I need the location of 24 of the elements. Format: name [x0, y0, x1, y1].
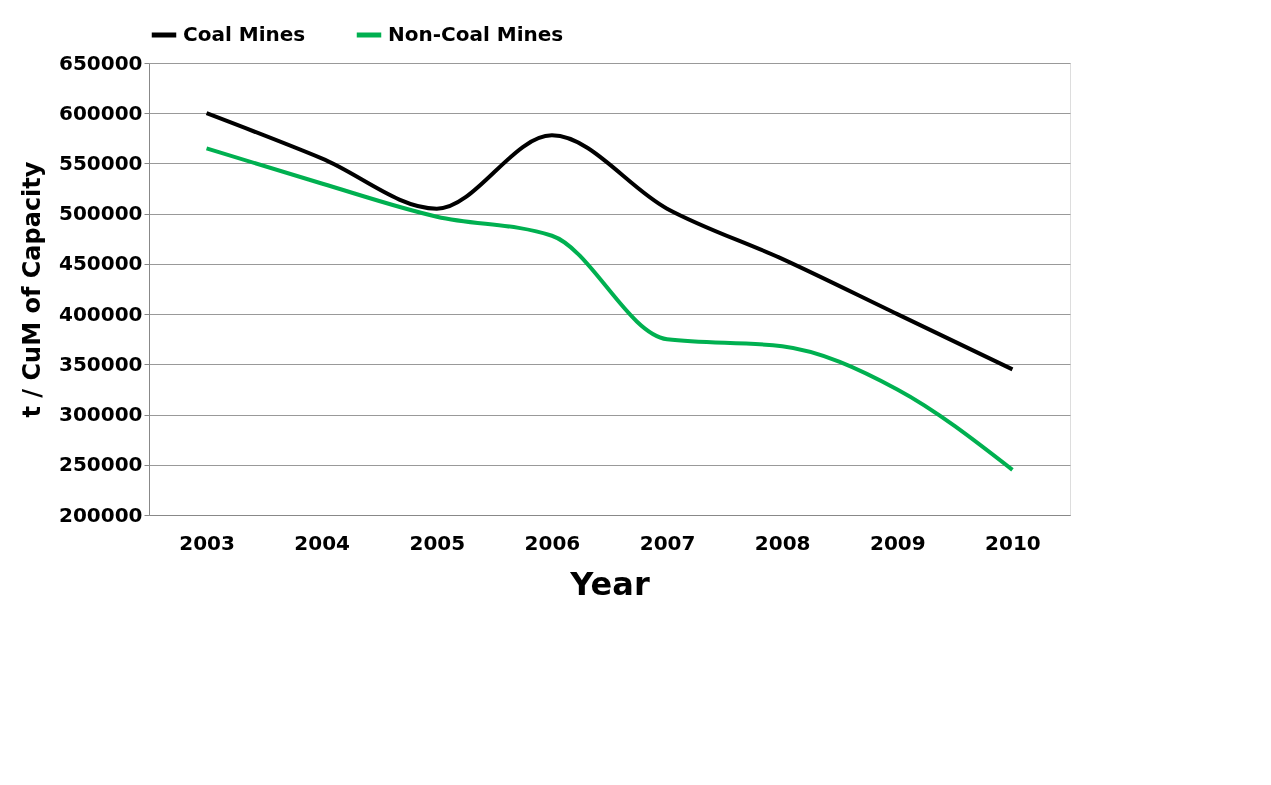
x-tick-label: 2010	[985, 530, 1041, 555]
x-tick-label: 2004	[294, 530, 351, 555]
x-tick-label: 2003	[179, 530, 235, 555]
y-tick-label: 550000	[59, 150, 143, 175]
x-tick-label: 2007	[639, 530, 696, 555]
x-axis-title: Year	[569, 564, 650, 603]
y-tick-label: 350000	[59, 351, 143, 376]
x-tick-label: 2005	[409, 530, 466, 555]
y-tick-label: 200000	[59, 502, 143, 527]
y-tick-label: 450000	[59, 251, 143, 276]
y-tick-label: 300000	[59, 402, 143, 427]
line-series	[204, 111, 1015, 372]
y-tick-label: 250000	[59, 452, 143, 477]
legend-label: Non-Coal Mines	[388, 22, 564, 46]
line-series	[204, 146, 1015, 472]
x-tick-label: 2009	[869, 530, 926, 555]
y-tick-label: 400000	[59, 301, 143, 326]
x-tick-label: 2006	[524, 530, 581, 555]
y-axis-title: t / CuM of Capacity	[18, 161, 46, 418]
y-tick-label: 600000	[59, 100, 143, 125]
x-tick-label: 2008	[754, 530, 811, 555]
legend-label: Coal Mines	[183, 22, 306, 46]
y-tick-label: 650000	[59, 50, 143, 75]
y-tick-label: 500000	[59, 201, 143, 226]
